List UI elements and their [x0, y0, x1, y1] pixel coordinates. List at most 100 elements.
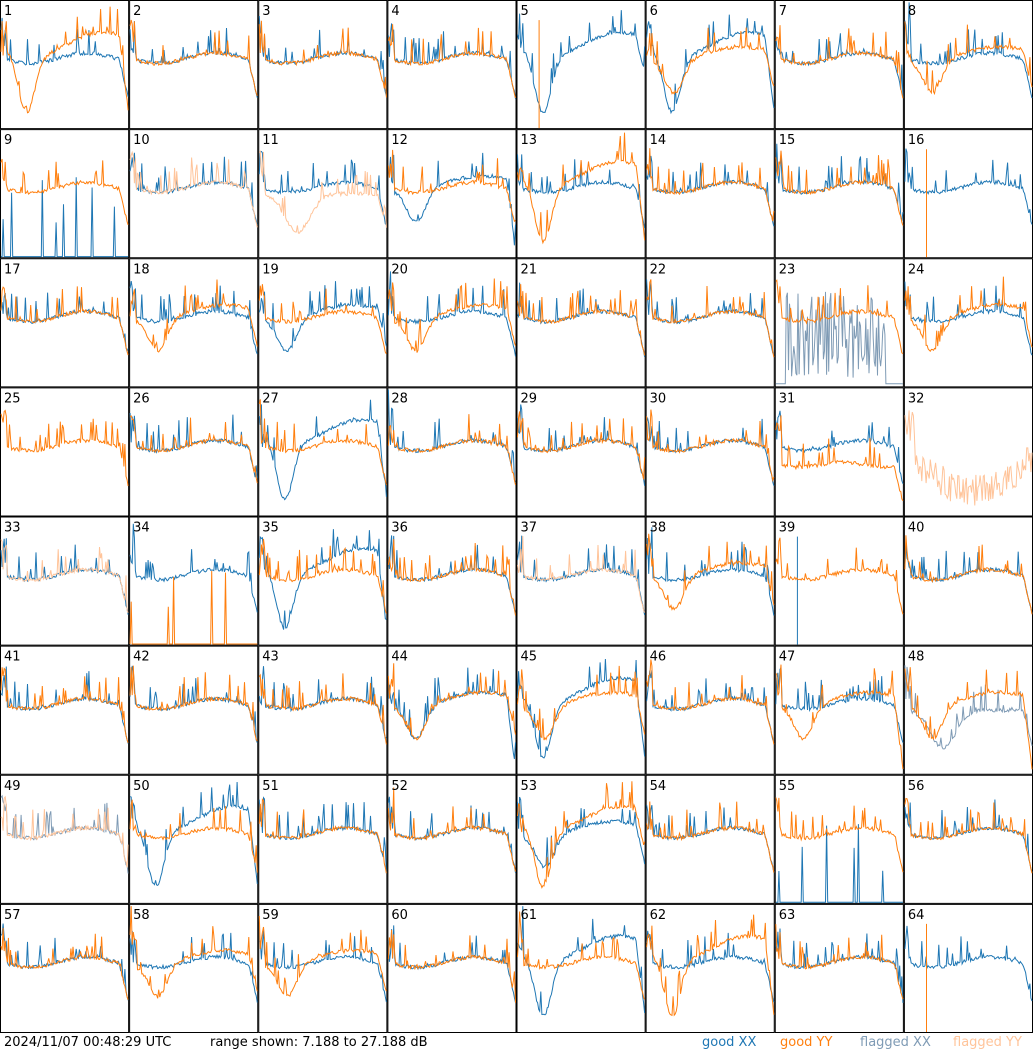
- panel-4: 4: [387, 0, 517, 130]
- panel-53: 53: [516, 774, 646, 904]
- series-flagged-yy: [0, 795, 129, 868]
- panel-51: 51: [258, 774, 388, 904]
- panel-label: 42: [133, 650, 150, 665]
- panel-label: 19: [262, 262, 279, 277]
- series-good-xx: [0, 17, 129, 97]
- panel-63: 63: [774, 903, 904, 1033]
- panel-33: 33: [0, 516, 130, 646]
- panel-60: 60: [387, 903, 517, 1033]
- series-flagged-yy: [0, 539, 129, 614]
- series-good-yy: [775, 150, 904, 226]
- series-good-yy: [387, 663, 516, 741]
- series-good-xx: [258, 150, 387, 226]
- series-good-xx: [387, 271, 516, 357]
- panel-46: 46: [645, 645, 775, 775]
- panel-frame: [516, 645, 646, 775]
- panel-frame: [0, 516, 130, 646]
- series-good-yy: [0, 667, 129, 743]
- panel-54: 54: [645, 774, 775, 904]
- panel-31: 31: [774, 387, 904, 517]
- panel-frame: [903, 516, 1033, 646]
- series-good-yy: [775, 279, 904, 355]
- panel-18: 18: [129, 258, 259, 388]
- series-good-yy: [517, 665, 646, 741]
- series-good-yy: [775, 537, 904, 615]
- series-good-yy: [646, 659, 775, 745]
- panel-55: 55: [774, 774, 904, 904]
- series-good-yy: [258, 20, 387, 98]
- series-good-yy: [904, 535, 1033, 615]
- panel-label: 62: [650, 908, 667, 923]
- panel-label: 25: [4, 391, 21, 406]
- panel-frame: [774, 774, 904, 904]
- series-good-yy: [904, 797, 1033, 874]
- series-good-yy: [517, 132, 646, 245]
- panel-frame: [903, 0, 1033, 130]
- panel-3: 3: [258, 0, 388, 130]
- panel-label: 6: [650, 4, 658, 19]
- series-good-xx: [904, 545, 1033, 614]
- panel-label: 31: [779, 391, 796, 406]
- series-good-xx: [517, 796, 646, 869]
- panel-27: 27: [258, 387, 388, 517]
- panel-frame: [645, 129, 775, 259]
- panel-50: 50: [129, 774, 259, 904]
- panel-frame: [903, 903, 1033, 1033]
- series-good-yy: [129, 279, 258, 353]
- panel-label: 12: [391, 133, 408, 148]
- series-good-yy: [0, 158, 129, 226]
- panel-48: 48: [903, 645, 1033, 775]
- panel-label: 24: [908, 262, 925, 277]
- panel-frame: [645, 903, 775, 1033]
- panel-label: 51: [262, 779, 279, 794]
- series-good-yy: [387, 929, 516, 1003]
- panel-label: 29: [521, 391, 538, 406]
- panel-7: 7: [774, 0, 904, 130]
- series-good-yy: [129, 19, 258, 96]
- series-good-yy: [904, 21, 1033, 96]
- panel-label: 13: [521, 133, 538, 148]
- series-good-yy: [129, 415, 258, 484]
- panel-58: 58: [129, 903, 259, 1033]
- series-good-xx: [1, 177, 129, 258]
- panel-15: 15: [774, 129, 904, 259]
- panel-41: 41: [0, 645, 130, 775]
- series-good-yy: [517, 411, 646, 480]
- panel-label: 4: [391, 4, 399, 19]
- panel-label: 53: [521, 779, 538, 794]
- panel-frame: [387, 774, 517, 904]
- panel-52: 52: [387, 774, 517, 904]
- series-good-yy: [775, 924, 904, 1000]
- panel-label: 38: [650, 521, 667, 536]
- panel-frame: [129, 129, 259, 259]
- panel-label: 14: [650, 133, 667, 148]
- series-good-yy: [387, 539, 516, 616]
- series-good-xx: [258, 796, 387, 874]
- panel-frame: [645, 774, 775, 904]
- panel-frame: [903, 774, 1033, 904]
- panel-1: 1: [0, 0, 130, 130]
- series-good-yy: [387, 414, 516, 486]
- panel-label: 45: [521, 650, 538, 665]
- panel-frame: [516, 387, 646, 517]
- panel-label: 46: [650, 650, 667, 665]
- series-good-xx: [517, 535, 646, 616]
- series-good-yy: [258, 673, 387, 745]
- panel-49: 49: [0, 774, 130, 904]
- panel-frame: [129, 0, 259, 130]
- panel-label: 59: [262, 908, 279, 923]
- range-text: range shown: 7.188 to 27.188 dB: [210, 1035, 428, 1050]
- series-good-xx: [387, 667, 516, 760]
- panel-label: 54: [650, 779, 667, 794]
- panel-frame: [129, 774, 259, 904]
- panel-label: 18: [133, 262, 150, 277]
- panel-label: 35: [262, 521, 279, 536]
- series-good-yy: [129, 906, 258, 999]
- panel-label: 58: [133, 908, 150, 923]
- panel-label: 63: [779, 908, 796, 923]
- panel-16: 16: [903, 129, 1033, 259]
- panel-2: 2: [129, 0, 259, 130]
- series-good-yy: [646, 148, 775, 222]
